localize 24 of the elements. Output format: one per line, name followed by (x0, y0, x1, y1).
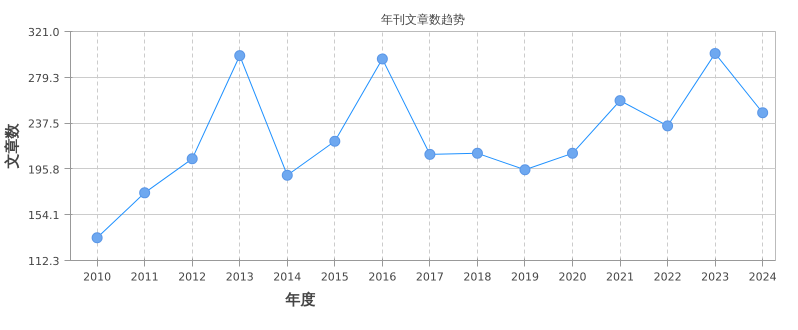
x-tick-label: 2020 (558, 270, 587, 284)
y-tick-label: 154.1 (28, 209, 60, 222)
x-tick-label: 2019 (510, 270, 539, 284)
x-tick-label: 2021 (606, 270, 634, 284)
chart-title: 年刊文章数趋势 (381, 12, 465, 26)
x-tick-label: 2012 (178, 270, 206, 284)
y-tick-label: 321.0 (28, 26, 60, 39)
y-axis-title: 文章数 (3, 122, 22, 170)
x-tick-label: 2013 (226, 270, 254, 284)
x-tick-label: 2022 (654, 270, 682, 284)
x-tick-label: 2010 (83, 270, 112, 284)
y-tick-label: 237.5 (28, 118, 60, 131)
x-tick-label: 2015 (320, 270, 349, 284)
x-tick-label: 2011 (130, 270, 159, 284)
y-tick-label: 279.3 (28, 72, 60, 85)
y-tick-label: 195.8 (28, 163, 60, 176)
x-tick-label: 2024 (748, 270, 777, 284)
x-tick-label: 2014 (273, 270, 302, 284)
x-tick-label: 2018 (463, 270, 492, 284)
x-axis-title: 年度 (284, 290, 316, 308)
y-tick-label: 112.3 (28, 255, 60, 268)
x-tick-label: 2023 (701, 270, 730, 284)
x-tick-label: 2016 (368, 270, 396, 284)
x-tick-label: 2017 (416, 270, 444, 284)
